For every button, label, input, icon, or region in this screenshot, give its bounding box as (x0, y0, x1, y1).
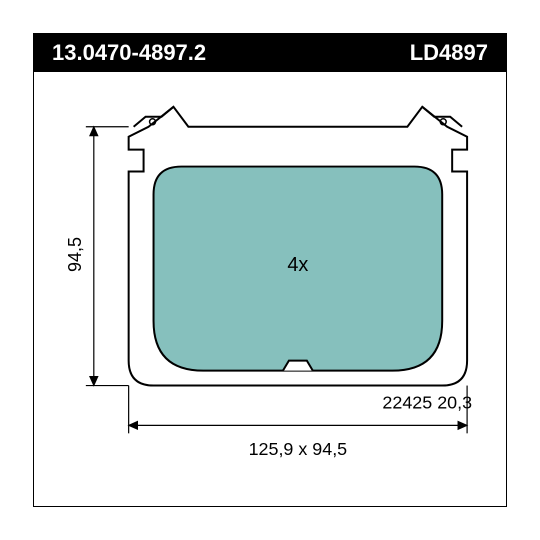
diagram-frame: 13.0470-4897.2 LD4897 (33, 33, 507, 507)
right-code-label: 22425 20,3 (382, 392, 472, 412)
technical-drawing: 4x 125,9 x 94,5 22425 20,3 (34, 72, 506, 506)
quantity-label: 4x (287, 254, 308, 276)
width-dimension-label: 125,9 x 94,5 (249, 439, 348, 459)
drawing-stage: 4x 125,9 x 94,5 22425 20,3 (34, 72, 506, 506)
part-number: 13.0470-4897.2 (52, 40, 206, 66)
dim-vertical (86, 127, 129, 386)
header-bar: 13.0470-4897.2 LD4897 (34, 34, 506, 72)
height-dimension-label: 94,5 (65, 237, 86, 272)
part-code: LD4897 (410, 40, 488, 66)
